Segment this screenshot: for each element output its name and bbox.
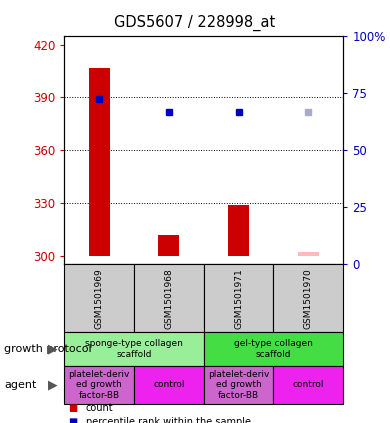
- Text: ▶: ▶: [48, 343, 57, 355]
- Text: growth protocol: growth protocol: [4, 344, 92, 354]
- Text: platelet-deriv
ed growth
factor-BB: platelet-deriv ed growth factor-BB: [208, 370, 269, 400]
- Text: count: count: [86, 403, 113, 413]
- Text: sponge-type collagen
scaffold: sponge-type collagen scaffold: [85, 339, 183, 359]
- Bar: [273, 264, 343, 332]
- Text: ■: ■: [68, 403, 78, 413]
- Bar: [204, 366, 273, 404]
- Text: GDS5607 / 228998_at: GDS5607 / 228998_at: [114, 15, 276, 31]
- Bar: [64, 264, 134, 332]
- Text: platelet-deriv
ed growth
factor-BB: platelet-deriv ed growth factor-BB: [69, 370, 130, 400]
- Text: GSM1501969: GSM1501969: [95, 268, 104, 329]
- Text: control: control: [153, 380, 185, 390]
- Text: GSM1501968: GSM1501968: [165, 268, 174, 329]
- Bar: [298, 252, 319, 255]
- Bar: [158, 234, 179, 255]
- Text: GSM1501970: GSM1501970: [304, 268, 313, 329]
- Bar: [273, 366, 343, 404]
- Bar: [64, 366, 134, 404]
- Bar: [228, 205, 249, 255]
- Text: agent: agent: [4, 380, 36, 390]
- Bar: [64, 332, 204, 366]
- Text: ▶: ▶: [48, 379, 57, 391]
- Bar: [134, 366, 204, 404]
- Bar: [204, 264, 273, 332]
- Text: percentile rank within the sample: percentile rank within the sample: [86, 417, 251, 423]
- Bar: [134, 264, 204, 332]
- Text: gel-type collagen
scaffold: gel-type collagen scaffold: [234, 339, 313, 359]
- Text: ■: ■: [68, 417, 78, 423]
- Text: GSM1501971: GSM1501971: [234, 268, 243, 329]
- Text: control: control: [292, 380, 324, 390]
- Bar: [204, 332, 343, 366]
- Bar: [89, 68, 110, 255]
